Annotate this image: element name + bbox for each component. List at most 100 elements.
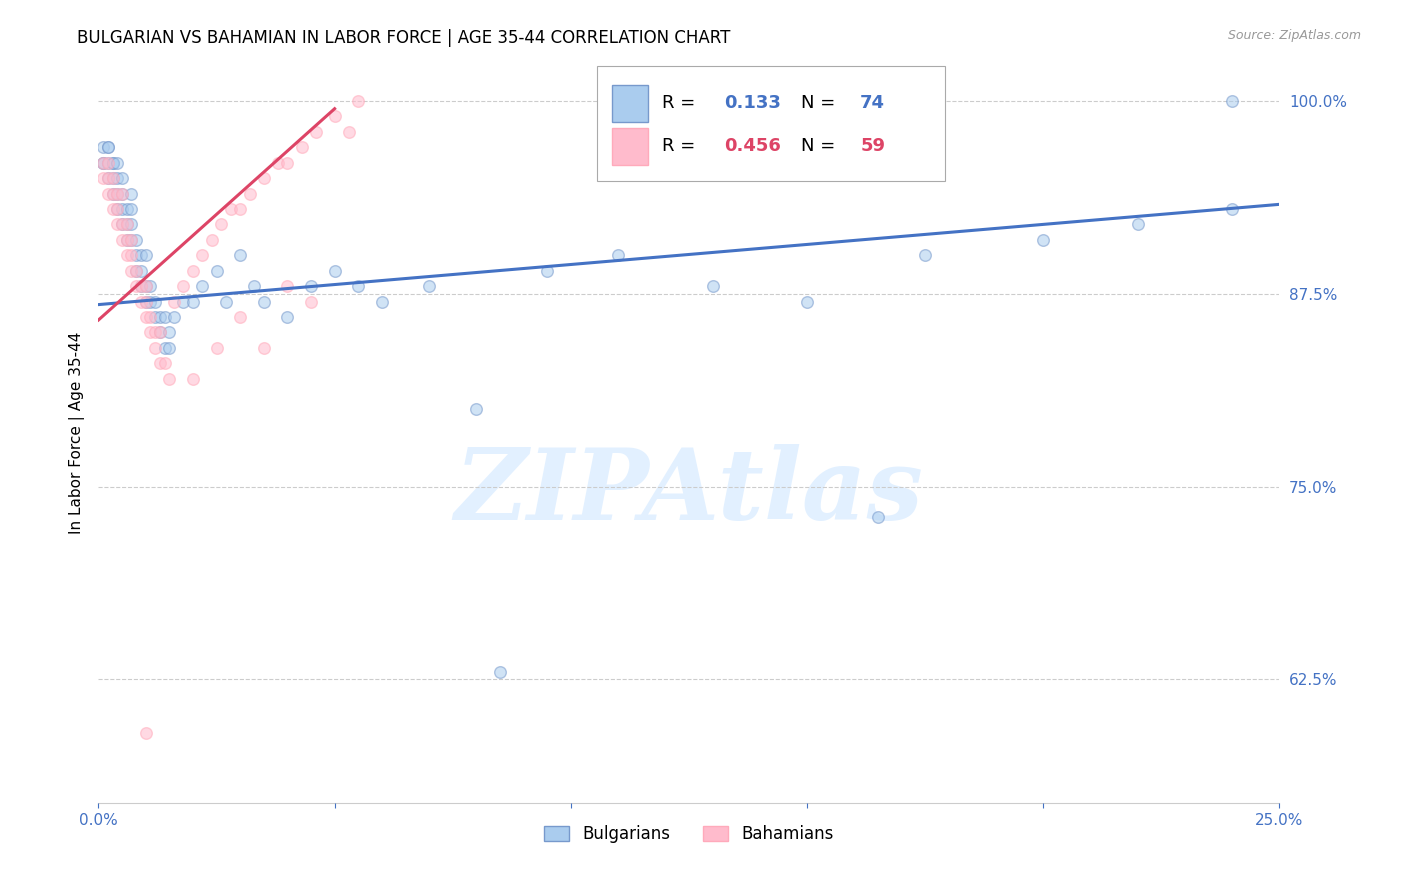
Point	[149, 356, 172, 370]
Point	[97, 171, 120, 186]
Point	[135, 726, 157, 740]
Point	[607, 248, 630, 262]
Point	[111, 186, 134, 201]
Point	[299, 294, 322, 309]
Point	[143, 294, 166, 309]
Point	[347, 279, 370, 293]
Point	[101, 186, 124, 201]
Point	[276, 155, 298, 169]
Point	[105, 218, 128, 232]
Point	[239, 186, 262, 201]
Point	[139, 310, 162, 324]
Text: N =: N =	[801, 137, 841, 155]
Point	[215, 294, 238, 309]
Point	[172, 279, 194, 293]
Point	[243, 279, 266, 293]
Point	[111, 202, 134, 216]
Point	[253, 171, 276, 186]
Text: 74: 74	[860, 95, 886, 112]
Point	[143, 310, 166, 324]
Point	[139, 294, 162, 309]
Point	[153, 341, 176, 355]
Point	[105, 202, 128, 216]
Point	[121, 233, 143, 247]
Point	[796, 294, 818, 309]
Point	[115, 233, 138, 247]
Point	[135, 279, 157, 293]
Point	[115, 248, 138, 262]
Point	[276, 310, 298, 324]
Point	[101, 171, 124, 186]
Point	[91, 171, 114, 186]
Point	[172, 294, 194, 309]
Point	[105, 202, 128, 216]
Point	[125, 263, 148, 277]
Point	[229, 202, 252, 216]
Point	[111, 218, 134, 232]
Point	[135, 294, 157, 309]
Point	[139, 326, 162, 340]
Point	[276, 279, 298, 293]
Point	[347, 94, 370, 108]
Point	[125, 263, 148, 277]
Text: BULGARIAN VS BAHAMIAN IN LABOR FORCE | AGE 35-44 CORRELATION CHART: BULGARIAN VS BAHAMIAN IN LABOR FORCE | A…	[77, 29, 731, 46]
Point	[465, 402, 488, 417]
Point	[115, 218, 138, 232]
Text: 0.133: 0.133	[724, 95, 782, 112]
Point	[129, 294, 152, 309]
Point	[149, 310, 172, 324]
Point	[135, 294, 157, 309]
Point	[191, 279, 214, 293]
Point	[129, 279, 152, 293]
Point	[135, 248, 157, 262]
Point	[115, 202, 138, 216]
Point	[101, 202, 124, 216]
Point	[125, 233, 148, 247]
Point	[91, 155, 114, 169]
Point	[1032, 233, 1054, 247]
Point	[125, 279, 148, 293]
Point	[91, 140, 114, 154]
Bar	[612, 85, 648, 121]
Point	[129, 279, 152, 293]
Point	[181, 294, 204, 309]
Point	[125, 248, 148, 262]
Point	[163, 294, 186, 309]
Point	[229, 310, 252, 324]
Point	[115, 233, 138, 247]
Point	[914, 248, 936, 262]
Point	[323, 263, 346, 277]
Text: 59: 59	[860, 137, 886, 155]
Point	[143, 326, 166, 340]
Point	[143, 341, 166, 355]
Text: R =: R =	[662, 95, 700, 112]
Point	[219, 202, 242, 216]
Point	[153, 310, 176, 324]
Point	[101, 171, 124, 186]
Point	[115, 218, 138, 232]
Point	[157, 326, 180, 340]
Point	[253, 341, 276, 355]
Point	[121, 186, 143, 201]
Point	[97, 186, 120, 201]
Point	[157, 341, 180, 355]
Point	[97, 171, 120, 186]
Point	[702, 279, 724, 293]
Point	[101, 155, 124, 169]
Point	[121, 263, 143, 277]
Point	[97, 140, 120, 154]
Point	[121, 218, 143, 232]
Point	[121, 233, 143, 247]
Point	[97, 155, 120, 169]
Point	[191, 248, 214, 262]
Point	[205, 263, 228, 277]
Point	[201, 233, 224, 247]
Bar	[612, 128, 648, 165]
Legend: Bulgarians, Bahamians: Bulgarians, Bahamians	[537, 819, 841, 850]
Point	[163, 310, 186, 324]
Point	[536, 263, 558, 277]
Point	[1220, 202, 1243, 216]
Point	[135, 310, 157, 324]
Text: N =: N =	[801, 95, 841, 112]
Point	[337, 125, 360, 139]
